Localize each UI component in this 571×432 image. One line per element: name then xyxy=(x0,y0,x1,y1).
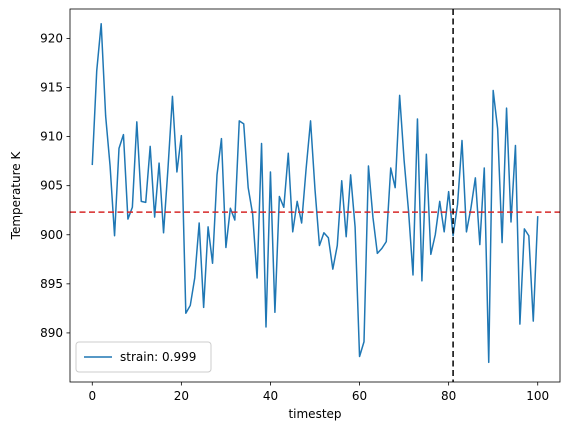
legend: strain: 0.999 xyxy=(75,341,212,373)
x-tick-label-80: 80 xyxy=(441,389,456,403)
y-tick-label-920: 920 xyxy=(40,31,63,45)
x-tick-label-0: 0 xyxy=(88,389,96,403)
axes: 0 20 40 60 80 100 890 895 900 905 910 915 920 timeste… xyxy=(9,8,561,421)
y-axis-label: Temperature K xyxy=(9,151,23,241)
y-tick-label-915: 915 xyxy=(40,81,63,95)
y-tick-label-900: 900 xyxy=(40,228,63,242)
x-axis-label: timestep xyxy=(288,407,341,421)
legend-label-0: strain: 0.999 xyxy=(120,350,196,364)
legend-box xyxy=(75,341,212,373)
y-tick-label-910: 910 xyxy=(40,130,63,144)
x-tick-label-60: 60 xyxy=(352,389,367,403)
plot-frame xyxy=(69,8,561,383)
x-tick-label-100: 100 xyxy=(526,389,549,403)
x-tick-label-20: 20 xyxy=(174,389,189,403)
series-line-0 xyxy=(91,22,539,364)
y-tick-label-905: 905 xyxy=(40,179,63,193)
plot-marks xyxy=(70,9,560,382)
x-tick-label-40: 40 xyxy=(263,389,278,403)
y-tick-label-895: 895 xyxy=(40,277,63,291)
y-tick-label-890: 890 xyxy=(40,326,63,340)
